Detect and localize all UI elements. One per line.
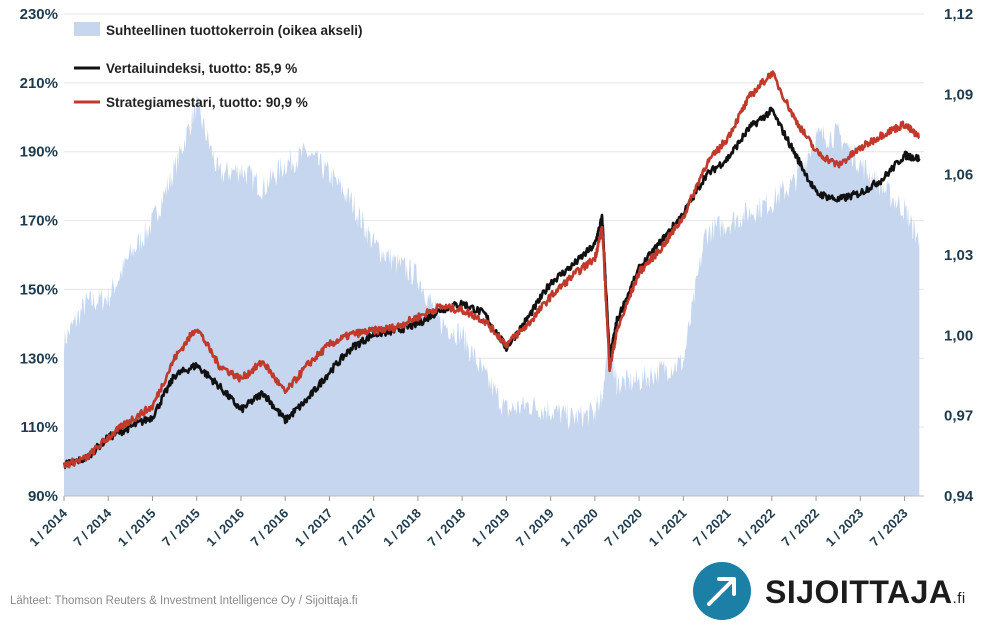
y-left-tick-label: 130% [20, 350, 58, 367]
legend-label-strategy: Strategiamestari, tuotto: 90,9 % [106, 95, 308, 110]
y-left-tick-label: 150% [20, 281, 58, 298]
logo-name: SIJOITTAJA [765, 574, 953, 610]
y-left-tick-label: 170% [20, 213, 58, 230]
y-right-tick-label: 0,94 [944, 488, 974, 505]
x-tick-label: 7 / 2020 [601, 506, 645, 550]
x-tick-label: 7 / 2019 [513, 506, 557, 550]
logo-suffix: .fi [952, 590, 966, 607]
x-tick-label: 1 / 2021 [646, 506, 690, 550]
x-tick-label: 1 / 2014 [26, 505, 70, 549]
y-right-tick-label: 0,97 [944, 408, 973, 425]
x-tick-label: 7 / 2017 [336, 506, 380, 550]
x-tick-label: 1 / 2017 [292, 506, 336, 550]
logo-wordmark: SIJOITTAJA.fi [765, 574, 966, 611]
x-tick-label: 7 / 2018 [424, 506, 468, 550]
x-tick-label: 1 / 2022 [734, 506, 778, 550]
legend-swatch-area [74, 22, 100, 36]
y-left-tick-label: 210% [20, 75, 58, 92]
x-tick-label: 1 / 2016 [203, 506, 247, 550]
y-right-tick-label: 1,09 [944, 86, 973, 103]
series-area-relative-ratio [64, 94, 920, 497]
logo-arrow-icon [693, 562, 751, 620]
y-right-tick-label: 1,06 [944, 167, 973, 184]
x-tick-label: 7 / 2015 [159, 506, 203, 550]
x-tick-label: 1 / 2019 [469, 506, 513, 550]
x-tick-label: 1 / 2020 [557, 506, 601, 550]
source-note: Lähteet: Thomson Reuters & Investment In… [10, 595, 358, 607]
x-tick-label: 1 / 2018 [380, 506, 424, 550]
y-left-tick-label: 90% [28, 488, 58, 505]
series-line-strategy [62, 70, 920, 469]
legend-label-area: Suhteellinen tuottokerroin (oikea akseli… [106, 23, 363, 38]
x-tick-label: 7 / 2023 [867, 506, 911, 550]
x-tick-label: 1 / 2023 [823, 506, 867, 550]
x-tick-label: 7 / 2016 [247, 506, 291, 550]
y-right-tick-label: 1,12 [944, 6, 973, 23]
brand-logo: SIJOITTAJA.fi [693, 562, 975, 622]
y-right-tick-label: 1,00 [944, 327, 973, 344]
x-tick-label: 7 / 2022 [778, 506, 822, 550]
legend-label-benchmark: Vertailuindeksi, tuotto: 85,9 % [106, 61, 297, 76]
x-tick-label: 7 / 2021 [690, 506, 734, 550]
y-left-tick-label: 230% [20, 6, 58, 23]
y-right-tick-label: 1,03 [944, 247, 973, 264]
x-tick-label: 1 / 2015 [115, 506, 159, 550]
y-left-tick-label: 110% [20, 419, 58, 436]
y-left-tick-label: 190% [20, 144, 58, 161]
x-tick-label: 7 / 2014 [71, 505, 115, 549]
chart-svg: 90% 110% 130% 150% 170% 190% 210% 230% 0,94 0,97 1… [20, 6, 974, 550]
